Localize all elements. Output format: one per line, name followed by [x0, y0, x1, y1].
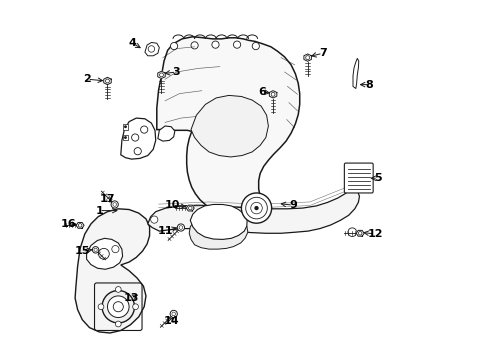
- Circle shape: [98, 248, 109, 259]
- Circle shape: [133, 304, 139, 310]
- Circle shape: [113, 302, 123, 312]
- Circle shape: [171, 42, 178, 50]
- Circle shape: [348, 228, 357, 237]
- Polygon shape: [157, 37, 300, 216]
- Text: 4: 4: [129, 38, 137, 48]
- Bar: [122, 135, 128, 140]
- Text: 11: 11: [158, 226, 173, 236]
- Circle shape: [242, 193, 271, 223]
- Circle shape: [212, 41, 219, 48]
- Text: 3: 3: [173, 67, 180, 77]
- Polygon shape: [356, 230, 364, 236]
- Circle shape: [151, 216, 158, 223]
- FancyBboxPatch shape: [344, 163, 373, 193]
- Text: 12: 12: [368, 229, 383, 239]
- Circle shape: [141, 126, 148, 133]
- Polygon shape: [353, 58, 359, 89]
- Polygon shape: [121, 118, 156, 159]
- Circle shape: [245, 197, 268, 219]
- Text: 17: 17: [100, 194, 115, 204]
- Text: 7: 7: [319, 48, 327, 58]
- Circle shape: [134, 148, 141, 155]
- Polygon shape: [189, 221, 248, 249]
- Circle shape: [233, 41, 241, 48]
- Circle shape: [191, 42, 198, 49]
- Circle shape: [98, 304, 104, 310]
- Text: 15: 15: [74, 246, 90, 256]
- Circle shape: [116, 321, 121, 327]
- Text: 1: 1: [96, 206, 103, 216]
- Text: 8: 8: [366, 80, 373, 90]
- Polygon shape: [304, 54, 311, 61]
- Circle shape: [251, 202, 262, 214]
- Text: 16: 16: [61, 219, 76, 229]
- Circle shape: [102, 291, 134, 323]
- Circle shape: [107, 296, 129, 318]
- Text: 2: 2: [83, 74, 91, 84]
- Bar: [122, 124, 128, 130]
- Polygon shape: [145, 42, 159, 56]
- Text: 10: 10: [165, 200, 180, 210]
- Circle shape: [148, 46, 155, 52]
- Circle shape: [92, 247, 99, 253]
- Circle shape: [124, 125, 127, 128]
- Text: 14: 14: [163, 316, 179, 326]
- Polygon shape: [158, 71, 165, 78]
- Circle shape: [116, 287, 121, 292]
- Polygon shape: [104, 77, 111, 85]
- Polygon shape: [191, 95, 269, 157]
- Polygon shape: [190, 204, 247, 239]
- Text: 9: 9: [289, 200, 297, 210]
- Polygon shape: [76, 222, 84, 228]
- Text: 6: 6: [258, 87, 266, 97]
- Circle shape: [254, 206, 259, 210]
- Circle shape: [111, 201, 118, 208]
- Circle shape: [170, 310, 177, 318]
- Polygon shape: [87, 238, 122, 269]
- Polygon shape: [270, 91, 277, 98]
- Polygon shape: [148, 187, 360, 233]
- Polygon shape: [158, 126, 175, 141]
- Polygon shape: [75, 209, 149, 333]
- Circle shape: [177, 224, 185, 231]
- Text: 5: 5: [374, 173, 382, 183]
- Circle shape: [132, 134, 139, 141]
- Circle shape: [112, 246, 119, 253]
- Circle shape: [252, 42, 259, 50]
- Polygon shape: [186, 205, 194, 211]
- Text: 13: 13: [124, 293, 139, 303]
- Circle shape: [124, 136, 127, 139]
